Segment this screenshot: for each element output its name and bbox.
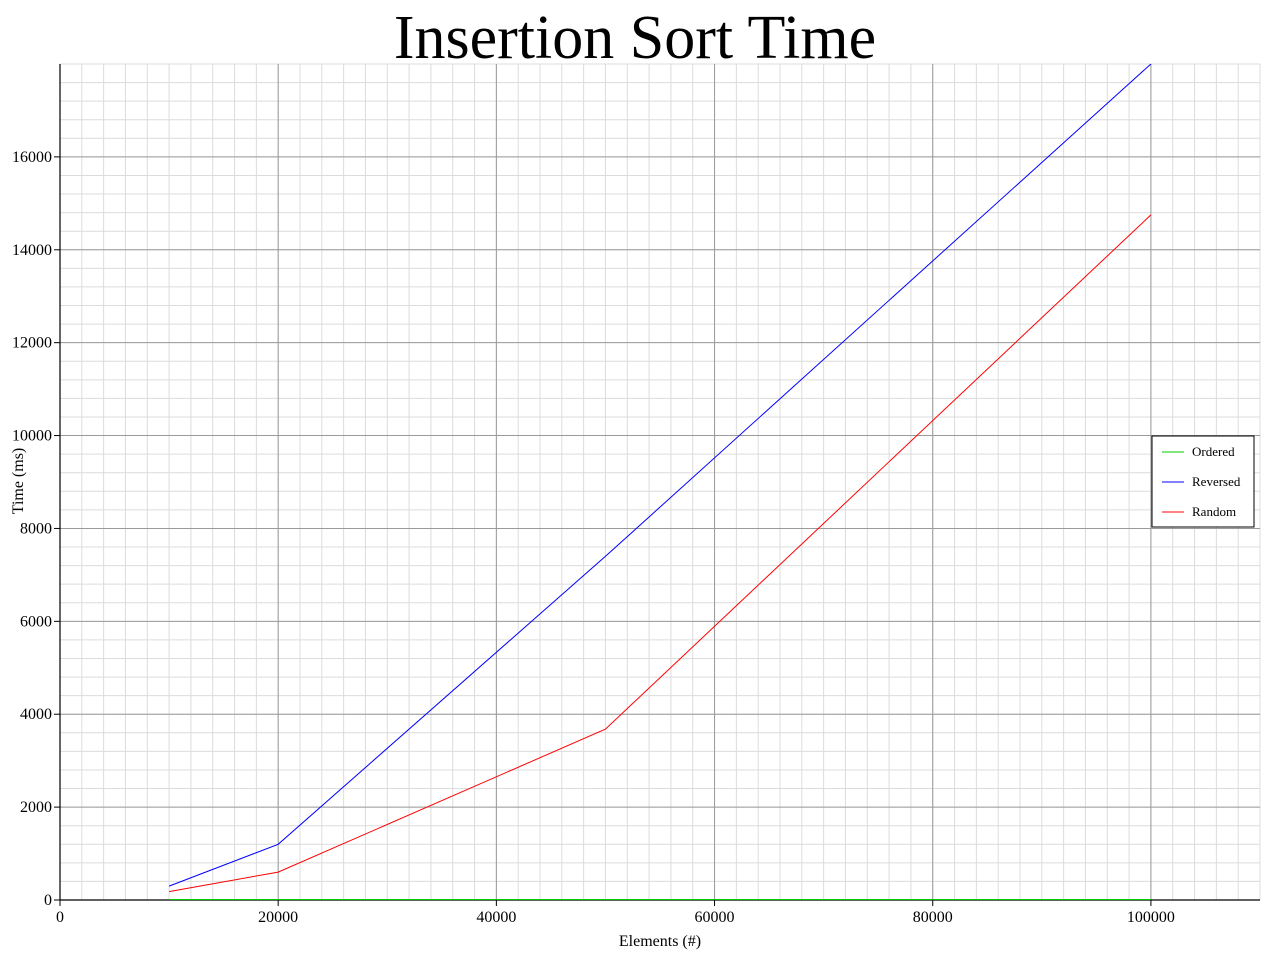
major-gridlines: [59, 64, 1260, 901]
y-tick-label: 10000: [12, 428, 52, 445]
series-line-reversed: [168, 63, 1152, 887]
tick-labels: 0 20000 40000 60000 80000 100000 0 2000 4000 6000…: [12, 149, 1175, 926]
y-tick-label: 16000: [12, 149, 52, 166]
y-axis-label: Time (ms): [10, 448, 27, 515]
y-tick-label: 14000: [12, 242, 52, 259]
y-tick-label: 8000: [20, 520, 52, 537]
y-tick-label: 4000: [20, 706, 52, 723]
series-line-random: [169, 214, 1152, 893]
minor-gridlines: [59, 63, 1261, 901]
y-tick-label: 0: [44, 892, 52, 909]
x-tick-label: 20000: [258, 909, 298, 926]
x-tick-label: 0: [56, 909, 64, 926]
x-axis-label: Elements (#): [619, 933, 701, 950]
y-tick-label: 12000: [12, 335, 52, 352]
legend-label-random: Random: [1192, 504, 1236, 519]
y-tick-label: 6000: [20, 613, 52, 630]
x-tick-label: 100000: [1127, 909, 1175, 926]
legend-label-reversed: Reversed: [1192, 474, 1241, 489]
legend: Ordered Reversed Random: [1151, 435, 1255, 528]
x-tick-label: 80000: [913, 909, 953, 926]
y-tick-label: 2000: [20, 799, 52, 816]
series-lines: [168, 63, 1152, 900]
legend-label-ordered: Ordered: [1192, 444, 1235, 459]
chart-title: Insertion Sort Time: [394, 4, 876, 72]
x-tick-label: 60000: [695, 909, 735, 926]
x-tick-label: 40000: [476, 909, 516, 926]
